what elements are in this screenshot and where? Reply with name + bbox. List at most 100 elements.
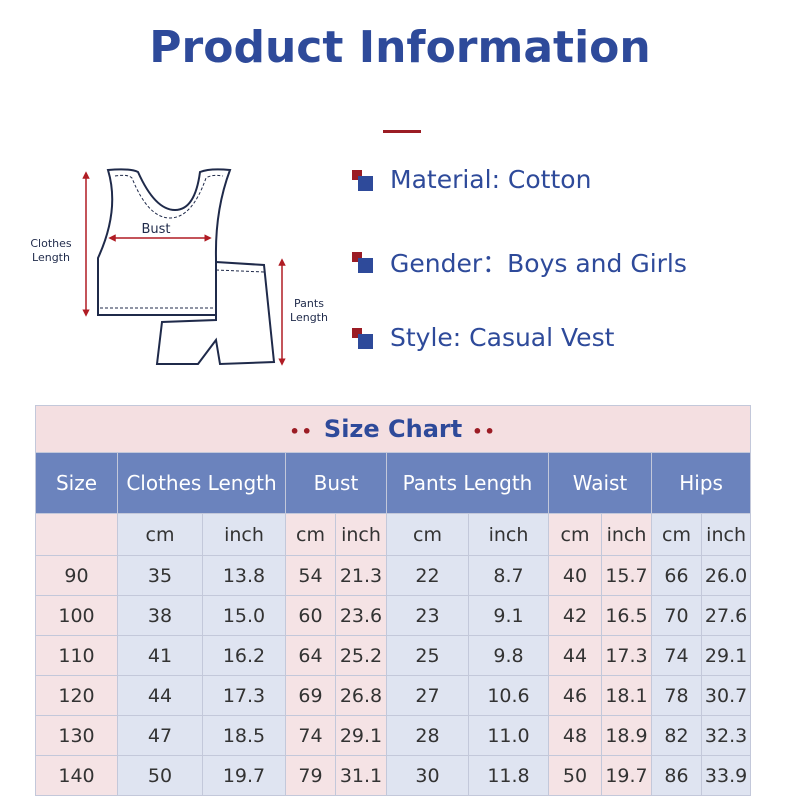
data-row: 120 44 17.3 69 26.8 27 10.6 46 18.1 78 30.7 [35, 675, 752, 716]
data-cell: 35 [117, 555, 203, 596]
data-row: 110 41 16.2 64 25.2 25 9.8 44 17.3 74 29.1 [35, 635, 752, 676]
data-row: 100 38 15.0 60 23.6 23 9.1 42 16.5 70 27.6 [35, 595, 752, 636]
data-cell: 44 [117, 675, 203, 716]
data-cell: 42 [548, 595, 602, 636]
data-cell: 41 [117, 635, 203, 676]
data-cell: 18.5 [202, 715, 286, 756]
data-cell: 74 [651, 635, 702, 676]
header-cell: Size [35, 452, 118, 514]
header-cell: Pants Length [386, 452, 549, 514]
size-chart: •• Size Chart •• Size Clothes Length Bust Pant… [34, 405, 752, 796]
data-cell: 26.0 [700, 555, 752, 596]
data-cell: 30 [386, 755, 469, 796]
pants-length-label: Pants Length [290, 297, 328, 324]
data-cell: 16.2 [202, 635, 286, 676]
divider [383, 130, 421, 133]
data-cell: 90 [35, 555, 118, 596]
data-cell: 46 [548, 675, 602, 716]
unit-cell: cm [651, 513, 702, 556]
bullet-blue [358, 333, 373, 349]
unit-cell: inch [335, 513, 387, 556]
title-row: •• Size Chart •• [34, 405, 752, 453]
data-cell: 16.5 [601, 595, 652, 636]
bust-label: Bust [141, 222, 170, 237]
data-cell: 19.7 [601, 755, 652, 796]
data-cell: 110 [35, 635, 118, 676]
unit-cell: inch [468, 513, 549, 556]
bullet-red [352, 252, 362, 262]
clothes-length-label: Clothes Length [30, 237, 72, 264]
data-cell: 40 [548, 555, 602, 596]
data-cell: 140 [35, 755, 118, 796]
data-cell: 33.9 [700, 755, 752, 796]
data-cell: 78 [651, 675, 702, 716]
data-cell: 70 [651, 595, 702, 636]
data-cell: 21.3 [335, 555, 387, 596]
feature-text: Material: Cotton [390, 165, 592, 194]
data-cell: 64 [285, 635, 336, 676]
data-cell: 11.8 [468, 755, 549, 796]
feature-text: Gender：Boys and Girls [390, 249, 687, 278]
data-cell: 47 [117, 715, 203, 756]
data-cell: 23 [386, 595, 469, 636]
data-cell: 10.6 [468, 675, 549, 716]
data-cell: 100 [35, 595, 118, 636]
data-cell: 22 [386, 555, 469, 596]
data-cell: 82 [651, 715, 702, 756]
table-title-cell: •• Size Chart •• [34, 405, 752, 453]
bullet-blue [358, 175, 373, 191]
unit-cell: cm [386, 513, 469, 556]
data-cell: 13.8 [202, 555, 286, 596]
feature: Material: Cotton [352, 165, 591, 194]
data-cell: 69 [285, 675, 336, 716]
dots: •• [472, 422, 497, 441]
data-cell: 32.3 [700, 715, 752, 756]
dots: •• [289, 422, 314, 441]
data-cell: 29.1 [700, 635, 752, 676]
unit-cell: inch [700, 513, 752, 556]
data-cell: 66 [651, 555, 702, 596]
table-title: Size Chart [323, 415, 463, 443]
title: Product Information [149, 22, 651, 73]
header-cell: Waist [548, 452, 652, 514]
data-cell: 28 [386, 715, 469, 756]
bullet-red [352, 169, 362, 180]
bullet-icon [352, 326, 382, 350]
bullet-icon [352, 250, 382, 274]
unit-cell [35, 513, 118, 556]
bullet-red [352, 327, 362, 338]
data-cell: 50 [117, 755, 203, 796]
bullet-icon [352, 168, 382, 192]
header-cell: Clothes Length [117, 452, 286, 514]
data-cell: 9.1 [468, 595, 549, 636]
data-cell: 18.9 [601, 715, 652, 756]
data-cell: 26.8 [335, 675, 387, 716]
data-cell: 48 [548, 715, 602, 756]
data-cell: 54 [285, 555, 336, 596]
data-cell: 15.0 [202, 595, 286, 636]
bullet-blue [358, 258, 373, 273]
data-cell: 79 [285, 755, 336, 796]
data-cell: 50 [548, 755, 602, 796]
data-cell: 44 [548, 635, 602, 676]
data-cell: 27.6 [700, 595, 752, 636]
feature-text: Style: Casual Vest [390, 323, 615, 352]
data-cell: 86 [651, 755, 702, 796]
unit-cell: inch [202, 513, 286, 556]
data-cell: 31.1 [335, 755, 387, 796]
data-cell: 17.3 [202, 675, 286, 716]
unit-cell: cm [285, 513, 336, 556]
data-cell: 25.2 [335, 635, 387, 676]
data-cell: 27 [386, 675, 469, 716]
unit-row: cm inch cm inch cm inch cm inch cm inch [35, 513, 752, 556]
data-cell: 130 [35, 715, 118, 756]
data-cell: 30.7 [700, 675, 752, 716]
data-cell: 11.0 [468, 715, 549, 756]
feature: Style: Casual Vest [352, 323, 614, 352]
data-cell: 25 [386, 635, 469, 676]
header-cell: Hips [650, 452, 752, 514]
data-cell: 9.8 [468, 635, 549, 676]
data-cell: 23.6 [335, 595, 387, 636]
data-cell: 38 [117, 595, 203, 636]
